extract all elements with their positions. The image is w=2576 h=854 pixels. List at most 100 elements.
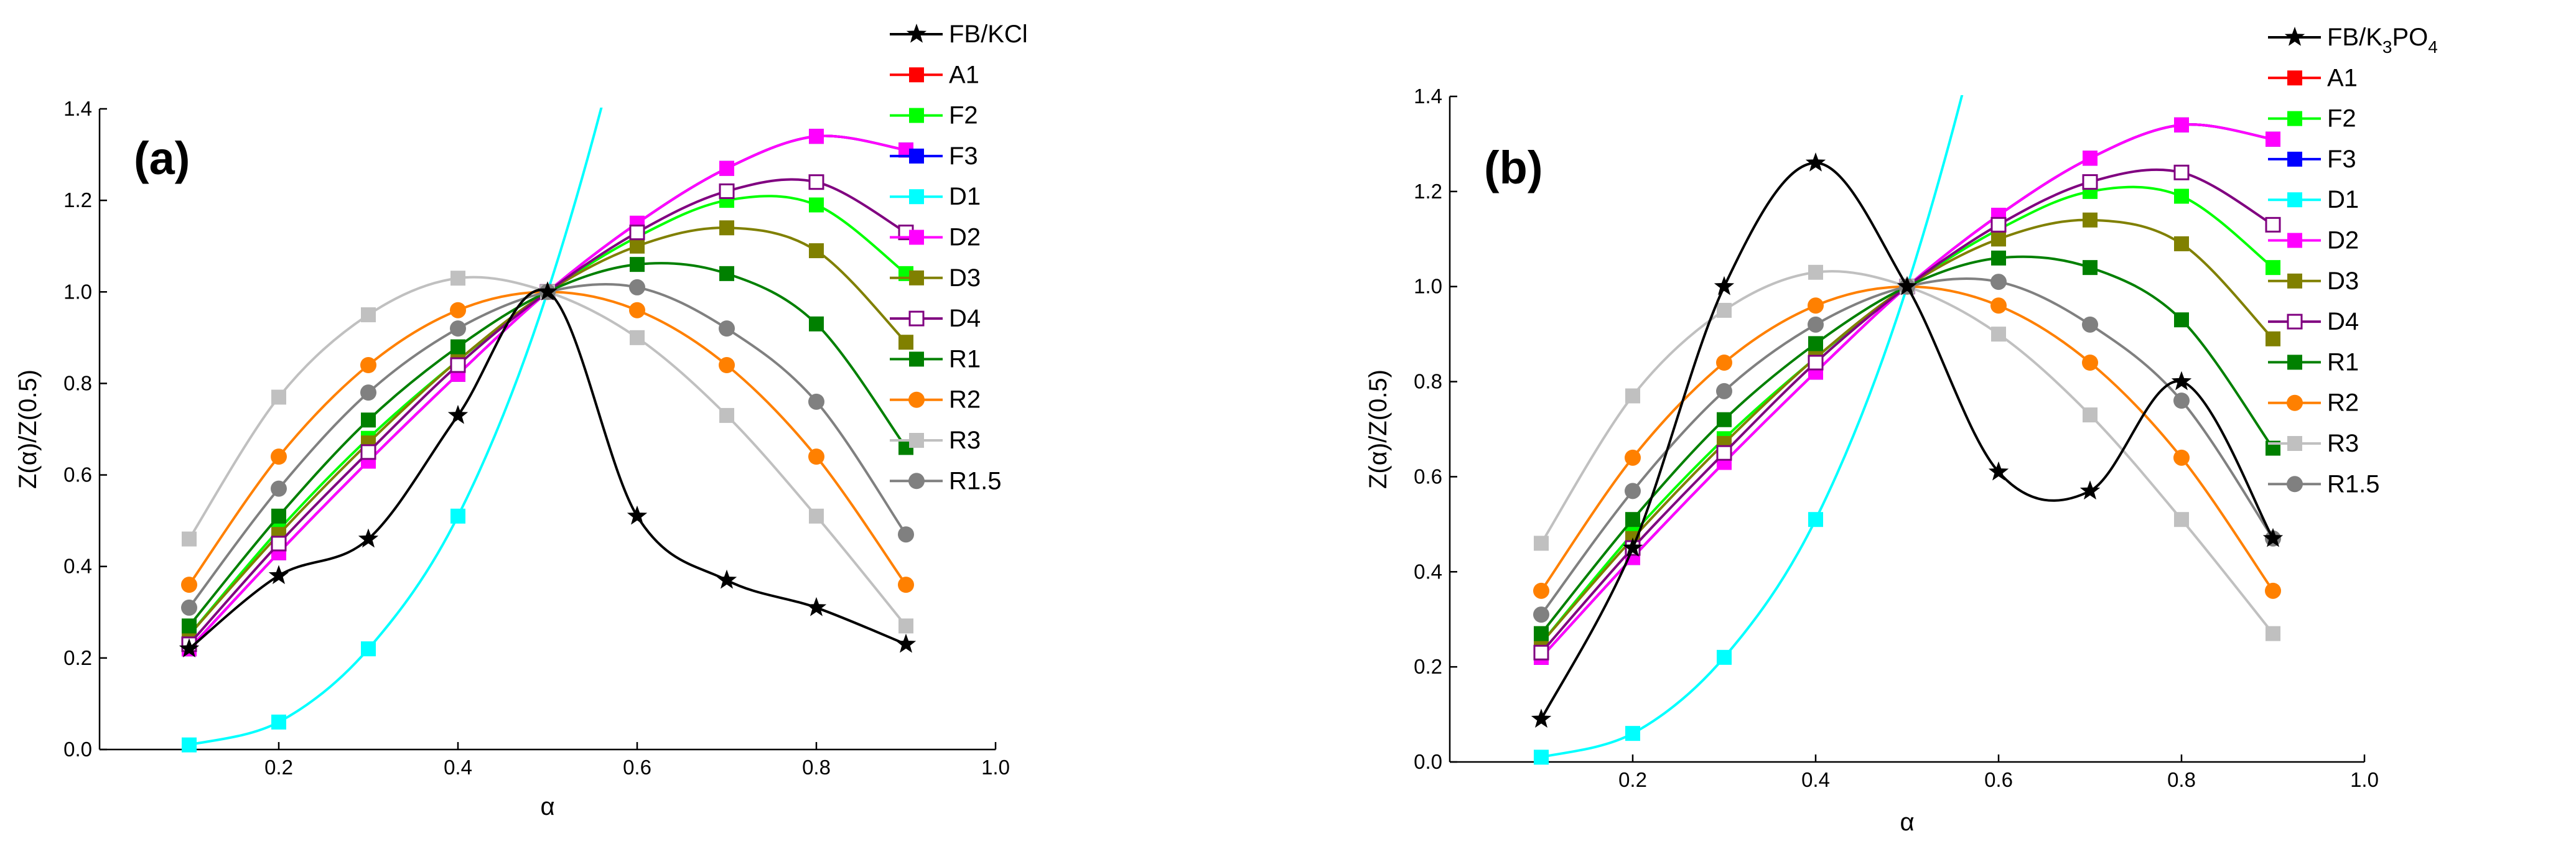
data-point xyxy=(1808,297,1824,314)
x-tick-label: 0.8 xyxy=(2167,768,2196,791)
legend-label: F2 xyxy=(2327,105,2356,132)
legend-item: A1 xyxy=(2268,64,2358,91)
y-tick-label: 1.2 xyxy=(63,188,92,211)
data-point xyxy=(2174,188,2189,204)
data-point xyxy=(181,577,197,593)
legend-label-text: R3 xyxy=(2327,430,2359,457)
series-line xyxy=(1541,95,1964,759)
data-point xyxy=(2174,312,2189,328)
series-F2 xyxy=(182,193,913,643)
data-point xyxy=(1988,461,2009,481)
series-A1 xyxy=(1534,117,2280,665)
data-point xyxy=(630,238,645,254)
x-tick-label: 0.6 xyxy=(1984,768,2013,791)
data-point xyxy=(1991,250,2006,266)
data-point xyxy=(719,357,735,373)
series-line xyxy=(1540,255,2274,634)
data-point xyxy=(719,407,734,423)
legend-marker xyxy=(2287,313,2303,330)
series-line xyxy=(188,276,907,627)
legend-label-text: D4 xyxy=(949,305,981,332)
data-point xyxy=(1897,276,1918,295)
data-point xyxy=(1533,644,1549,661)
legend-item: D3 xyxy=(2268,267,2359,295)
panel-b: 0.2 0.4 0.6 0.8 1.0 0.0 0.2 0.4 0.6 0.8 1.0 1.2 1.4 α… xyxy=(1365,24,2438,836)
data-point xyxy=(719,220,734,236)
data-point xyxy=(360,357,376,373)
data-point xyxy=(1990,297,2007,314)
legend-label-text: D1 xyxy=(949,183,981,210)
legend-marker xyxy=(908,391,925,408)
y-tick-label: 0.8 xyxy=(1414,370,1442,393)
y-tick-label: 1.4 xyxy=(63,97,92,120)
data-point xyxy=(2173,392,2190,409)
x-tick-label: 0.6 xyxy=(623,756,651,779)
legend-item: R3 xyxy=(2268,430,2359,457)
y-tick-label: 0.4 xyxy=(1414,560,1442,583)
y-tick-label: 1.0 xyxy=(1414,275,1442,298)
legend-label: F3 xyxy=(949,142,978,170)
data-point xyxy=(1808,264,1823,280)
x-tick-label: 0.2 xyxy=(264,756,293,779)
series-line xyxy=(188,134,907,650)
legend-marker xyxy=(2287,151,2302,167)
y-tick-label: 0.0 xyxy=(1414,750,1442,773)
legend-item: R3 xyxy=(890,427,981,454)
y-tick-label: 0.4 xyxy=(63,555,92,578)
series-R3 xyxy=(1534,264,2280,641)
legend-item: D4 xyxy=(2268,308,2359,335)
data-point xyxy=(1533,582,1549,599)
legend-label-text: F2 xyxy=(2327,105,2356,132)
legend-label-text: D1 xyxy=(2327,186,2359,213)
data-point xyxy=(1625,388,1640,404)
legend-marker xyxy=(909,351,924,367)
panel-label: (a) xyxy=(134,132,190,184)
legend-label: D2 xyxy=(949,224,981,251)
y-tick-label: 1.4 xyxy=(1414,85,1442,108)
data-point xyxy=(2083,151,2098,166)
series-line xyxy=(1540,123,2274,659)
x-tick-label: 0.4 xyxy=(444,756,472,779)
legend-marker xyxy=(909,270,924,285)
data-point xyxy=(1714,276,1735,295)
data-point xyxy=(1625,512,1640,527)
data-point xyxy=(630,257,645,272)
legend-label-text: FB/K xyxy=(2327,24,2382,51)
legend-label-text: F2 xyxy=(949,102,978,129)
data-point xyxy=(2173,164,2190,180)
data-point xyxy=(2082,174,2098,190)
legend-item: R2 xyxy=(2268,389,2359,417)
data-point xyxy=(627,505,648,525)
data-point xyxy=(898,335,913,350)
series-line xyxy=(188,262,907,627)
data-point xyxy=(808,393,824,410)
data-point xyxy=(2079,480,2101,500)
legend-marker xyxy=(906,24,927,43)
legend-label: R2 xyxy=(2327,389,2359,417)
data-point xyxy=(898,577,914,593)
series-A1 xyxy=(182,129,913,657)
data-point xyxy=(361,307,376,323)
data-point xyxy=(1991,327,2006,342)
data-point xyxy=(1625,449,1641,466)
data-point xyxy=(1808,512,1823,527)
data-point xyxy=(1625,483,1641,499)
data-point xyxy=(1990,274,2007,290)
data-point xyxy=(450,508,465,524)
data-point xyxy=(1716,383,1732,399)
legend-marker xyxy=(2284,27,2305,46)
x-tick-label: 1.0 xyxy=(981,756,1010,779)
data-point xyxy=(2174,236,2189,251)
legend-item: R1.5 xyxy=(2268,470,2380,498)
data-point xyxy=(182,737,197,753)
y-tick-label: 1.0 xyxy=(63,280,92,303)
series-line xyxy=(188,178,907,646)
legend-item: D1 xyxy=(890,183,981,210)
series-line xyxy=(188,134,907,650)
legend-label-text: FB/KCl xyxy=(949,21,1028,48)
data-point xyxy=(2262,527,2284,547)
legend-item: D4 xyxy=(890,305,981,332)
legend-item: R1.5 xyxy=(890,467,1002,494)
y-tick-label: 0.0 xyxy=(63,738,92,761)
series-D1 xyxy=(182,108,603,753)
